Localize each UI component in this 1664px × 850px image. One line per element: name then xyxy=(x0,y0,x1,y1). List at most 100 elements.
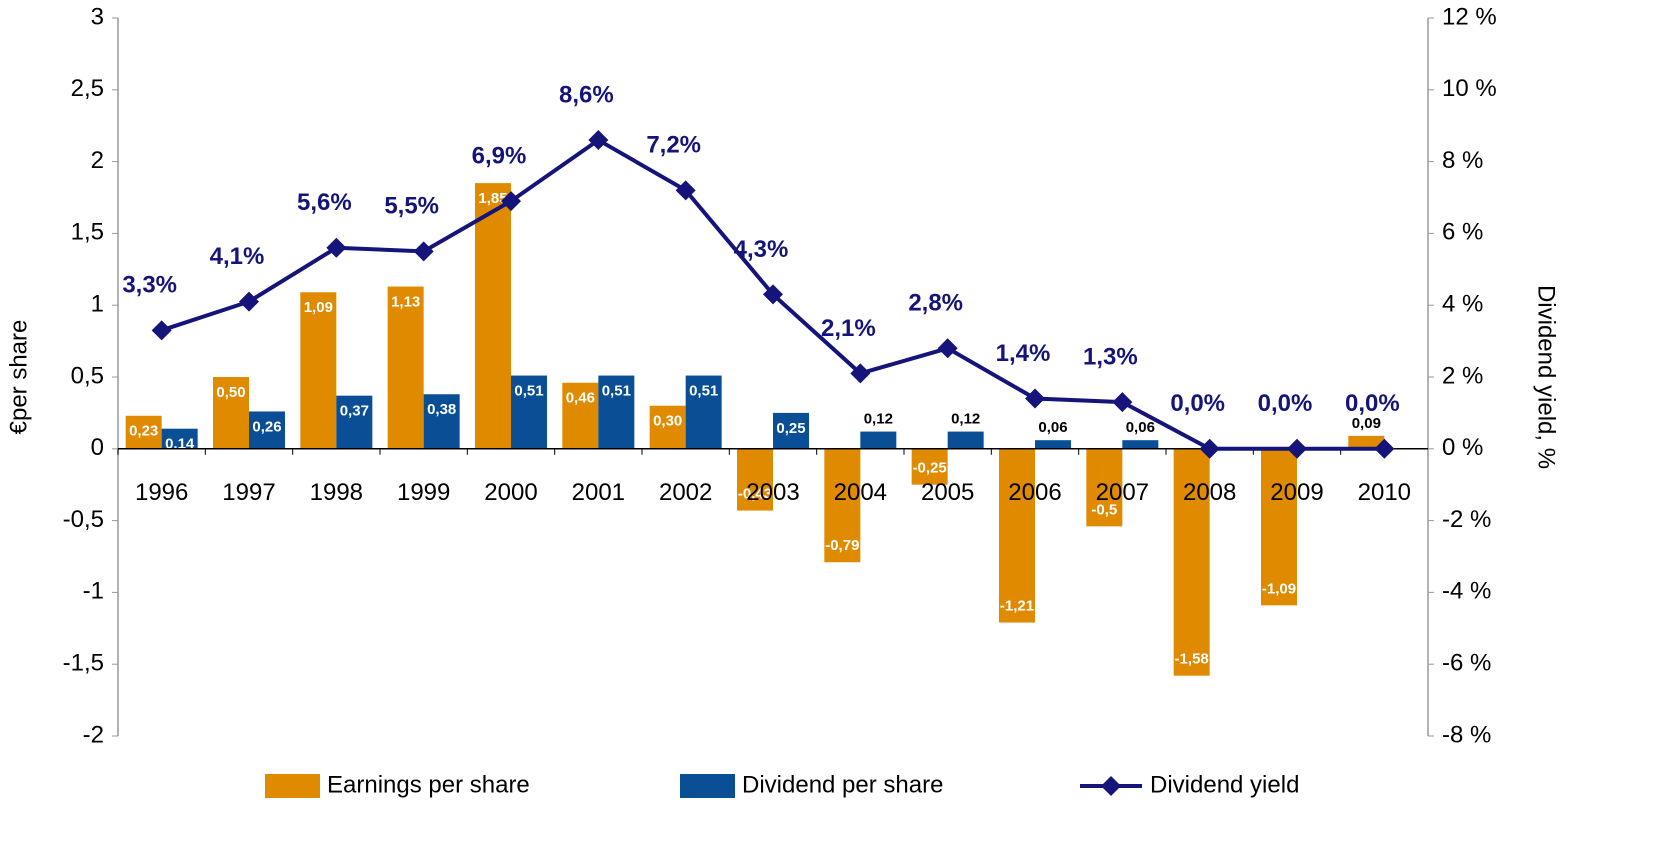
bar-value-label: 0,26 xyxy=(252,418,281,435)
line-marker xyxy=(413,241,434,262)
legend-swatch xyxy=(680,774,735,798)
x-tick-label: 2006 xyxy=(1008,479,1061,506)
line-value-label: 4,1% xyxy=(210,243,265,270)
x-tick-label: 2008 xyxy=(1183,479,1236,506)
line-value-label: 6,9% xyxy=(472,142,527,169)
legend-swatch xyxy=(265,774,320,798)
y-tick-label: 1 xyxy=(91,291,104,318)
bar xyxy=(773,412,809,449)
bar-value-label: 0,23 xyxy=(129,423,158,440)
y-tick-label: 0 xyxy=(91,434,104,461)
line-marker xyxy=(239,291,259,312)
y2-tick-label: 0 % xyxy=(1442,434,1483,461)
line-value-label: 1,4% xyxy=(996,340,1051,367)
line-marker xyxy=(1287,438,1307,459)
line-value-label: 5,5% xyxy=(384,193,439,220)
line-marker xyxy=(1112,392,1133,413)
line-marker xyxy=(501,191,521,212)
line-marker xyxy=(763,284,783,305)
bar xyxy=(125,415,162,449)
y2-tick-label: -6 % xyxy=(1442,650,1491,677)
x-tick-label: 2007 xyxy=(1096,479,1149,506)
y-tick-label: -2 xyxy=(83,721,104,748)
line-value-label: 2,1% xyxy=(821,315,876,342)
line-value-label: 0,0% xyxy=(1345,390,1400,417)
legend-label: Dividend per share xyxy=(742,771,943,798)
x-tick-label: 1999 xyxy=(397,479,450,506)
bar xyxy=(1086,448,1123,527)
bar xyxy=(161,428,198,449)
line-value-label: 3,3% xyxy=(122,272,177,299)
line-marker xyxy=(675,180,696,201)
bar-value-label: 0,25 xyxy=(776,420,805,437)
bar-value-label: -0,43 xyxy=(738,486,772,503)
bar-value-label: 0,06 xyxy=(1038,419,1067,436)
bar-value-label: -1,09 xyxy=(1262,580,1296,597)
bar xyxy=(860,431,897,449)
x-tick-label: 2000 xyxy=(484,479,537,506)
bar xyxy=(300,292,337,449)
bar xyxy=(685,375,722,449)
x-tick-label: 2009 xyxy=(1270,479,1323,506)
y2-axis-label: Dividend yield, % xyxy=(1533,285,1560,469)
line-marker xyxy=(151,320,172,341)
y2-tick-label: 6 % xyxy=(1442,219,1483,246)
bar xyxy=(598,375,635,449)
line-marker xyxy=(1199,438,1220,459)
line-value-label: 4,3% xyxy=(734,236,789,263)
bar-value-label: 0,09 xyxy=(1352,415,1381,432)
y-tick-label: 0,5 xyxy=(71,362,104,389)
bar xyxy=(387,286,424,449)
bar-value-label: 1,85 xyxy=(478,190,507,207)
bar xyxy=(511,375,547,449)
y2-tick-label: -4 % xyxy=(1442,578,1491,605)
y2-tick-label: -8 % xyxy=(1442,721,1491,748)
line-value-label: 8,6% xyxy=(559,81,614,108)
bar-value-label: 1,09 xyxy=(304,299,333,316)
bar xyxy=(562,382,599,449)
bar xyxy=(1348,435,1385,449)
bar-value-label: 0,30 xyxy=(653,413,682,430)
bar-value-label: 0,14 xyxy=(165,436,195,453)
bar xyxy=(423,394,460,449)
x-tick-label: 2005 xyxy=(921,479,974,506)
bar xyxy=(1261,448,1297,606)
x-tick-label: 2010 xyxy=(1358,479,1411,506)
bar-value-label: 0,51 xyxy=(514,383,543,400)
line-marker xyxy=(850,363,871,384)
bar xyxy=(737,448,773,511)
bar xyxy=(1122,440,1159,449)
bar xyxy=(999,448,1035,623)
bar xyxy=(249,411,285,449)
bar-value-label: 0,38 xyxy=(427,401,456,418)
y-tick-label: -0,5 xyxy=(63,506,104,533)
y2-tick-label: 8 % xyxy=(1442,147,1483,174)
bar-value-label: 0,12 xyxy=(951,411,980,428)
y2-tick-label: 10 % xyxy=(1442,75,1497,102)
bar-value-label: 0,51 xyxy=(602,383,631,400)
y2-tick-label: 2 % xyxy=(1442,362,1483,389)
bar-value-label: -0,79 xyxy=(825,537,859,554)
legend-marker xyxy=(1101,776,1121,796)
legend-label: Earnings per share xyxy=(327,771,530,798)
bar xyxy=(649,405,686,449)
legend-label: Dividend yield xyxy=(1150,771,1299,798)
bar-value-label: -0,25 xyxy=(913,460,947,477)
line-marker xyxy=(326,237,347,258)
line-value-label: 0,0% xyxy=(1170,390,1225,417)
bar xyxy=(947,431,984,449)
bar-value-label: -1,58 xyxy=(1175,651,1209,668)
x-tick-label: 2001 xyxy=(572,479,625,506)
line-value-label: 5,6% xyxy=(297,189,352,216)
bar xyxy=(213,377,249,449)
line-value-label: 2,8% xyxy=(908,290,963,317)
bar xyxy=(1035,440,1071,449)
x-tick-label: 1996 xyxy=(135,479,188,506)
line-value-label: 0,0% xyxy=(1258,390,1313,417)
line-marker xyxy=(1374,438,1395,459)
y-tick-label: 2,5 xyxy=(71,75,104,102)
bar xyxy=(336,395,373,449)
bar-value-label: 1,13 xyxy=(391,294,420,311)
